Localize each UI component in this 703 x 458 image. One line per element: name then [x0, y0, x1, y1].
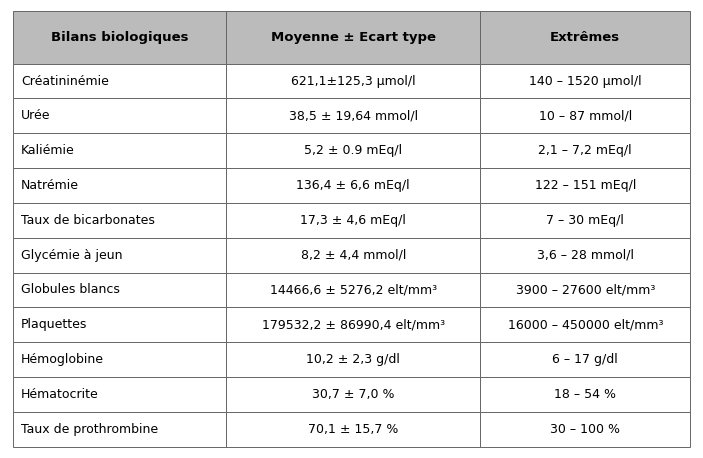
Bar: [226, 203, 480, 238]
Text: 10 – 87 mmol/l: 10 – 87 mmol/l: [538, 109, 632, 122]
Bar: [13, 342, 226, 377]
Bar: [13, 168, 226, 203]
Text: 18 – 54 %: 18 – 54 %: [554, 388, 617, 401]
Bar: [480, 203, 690, 238]
Text: 136,4 ± 6,6 mEq/l: 136,4 ± 6,6 mEq/l: [297, 179, 410, 192]
Bar: [480, 11, 690, 64]
Text: 17,3 ± 4,6 mEq/l: 17,3 ± 4,6 mEq/l: [300, 214, 406, 227]
Bar: [13, 203, 226, 238]
Text: 2,1 – 7,2 mEq/l: 2,1 – 7,2 mEq/l: [538, 144, 632, 157]
Bar: [480, 307, 690, 342]
Text: Glycémie à jeun: Glycémie à jeun: [21, 249, 122, 262]
Text: 14466,6 ± 5276,2 elt/mm³: 14466,6 ± 5276,2 elt/mm³: [270, 284, 437, 296]
Text: 7 – 30 mEq/l: 7 – 30 mEq/l: [546, 214, 624, 227]
Bar: [480, 273, 690, 307]
Text: Globules blancs: Globules blancs: [21, 284, 120, 296]
Bar: [13, 64, 226, 98]
Bar: [226, 342, 480, 377]
Text: Moyenne ± Ecart type: Moyenne ± Ecart type: [271, 31, 436, 44]
Text: 16000 – 450000 elt/mm³: 16000 – 450000 elt/mm³: [508, 318, 663, 331]
Text: 10,2 ± 2,3 g/dl: 10,2 ± 2,3 g/dl: [307, 353, 400, 366]
Bar: [13, 98, 226, 133]
Bar: [226, 238, 480, 273]
Text: Créatininémie: Créatininémie: [21, 75, 109, 87]
Text: 38,5 ± 19,64 mmol/l: 38,5 ± 19,64 mmol/l: [289, 109, 418, 122]
Text: Bilans biologiques: Bilans biologiques: [51, 31, 188, 44]
Bar: [13, 133, 226, 168]
Text: 3,6 – 28 mmol/l: 3,6 – 28 mmol/l: [537, 249, 634, 262]
Text: Taux de prothrombine: Taux de prothrombine: [21, 423, 158, 436]
Bar: [226, 412, 480, 447]
Bar: [13, 377, 226, 412]
Bar: [226, 377, 480, 412]
Text: 6 – 17 g/dl: 6 – 17 g/dl: [553, 353, 618, 366]
Text: Urée: Urée: [21, 109, 51, 122]
Bar: [480, 64, 690, 98]
Bar: [226, 168, 480, 203]
Text: Kaliémie: Kaliémie: [21, 144, 75, 157]
Bar: [13, 412, 226, 447]
Bar: [480, 98, 690, 133]
Text: 30,7 ± 7,0 %: 30,7 ± 7,0 %: [312, 388, 394, 401]
Text: 30 – 100 %: 30 – 100 %: [550, 423, 620, 436]
Bar: [13, 11, 226, 64]
Bar: [226, 11, 480, 64]
Text: Plaquettes: Plaquettes: [21, 318, 87, 331]
Bar: [226, 98, 480, 133]
Bar: [226, 64, 480, 98]
Bar: [480, 342, 690, 377]
Text: 621,1±125,3 μmol/l: 621,1±125,3 μmol/l: [291, 75, 415, 87]
Text: 70,1 ± 15,7 %: 70,1 ± 15,7 %: [308, 423, 399, 436]
Text: Extrêmes: Extrêmes: [550, 31, 620, 44]
Text: Natrémie: Natrémie: [21, 179, 79, 192]
Bar: [13, 307, 226, 342]
Bar: [480, 412, 690, 447]
Bar: [13, 238, 226, 273]
Bar: [226, 307, 480, 342]
Text: 5,2 ± 0.9 mEq/l: 5,2 ± 0.9 mEq/l: [304, 144, 402, 157]
Text: Hémoglobine: Hémoglobine: [21, 353, 104, 366]
Bar: [226, 133, 480, 168]
Text: 3900 – 27600 elt/mm³: 3900 – 27600 elt/mm³: [515, 284, 655, 296]
Text: 8,2 ± 4,4 mmol/l: 8,2 ± 4,4 mmol/l: [300, 249, 406, 262]
Text: Taux de bicarbonates: Taux de bicarbonates: [21, 214, 155, 227]
Bar: [480, 133, 690, 168]
Bar: [480, 168, 690, 203]
Bar: [480, 238, 690, 273]
Text: 122 – 151 mEq/l: 122 – 151 mEq/l: [534, 179, 636, 192]
Text: Hématocrite: Hématocrite: [21, 388, 99, 401]
Text: 140 – 1520 μmol/l: 140 – 1520 μmol/l: [529, 75, 642, 87]
Bar: [226, 273, 480, 307]
Bar: [13, 273, 226, 307]
Text: 179532,2 ± 86990,4 elt/mm³: 179532,2 ± 86990,4 elt/mm³: [262, 318, 445, 331]
Bar: [480, 377, 690, 412]
